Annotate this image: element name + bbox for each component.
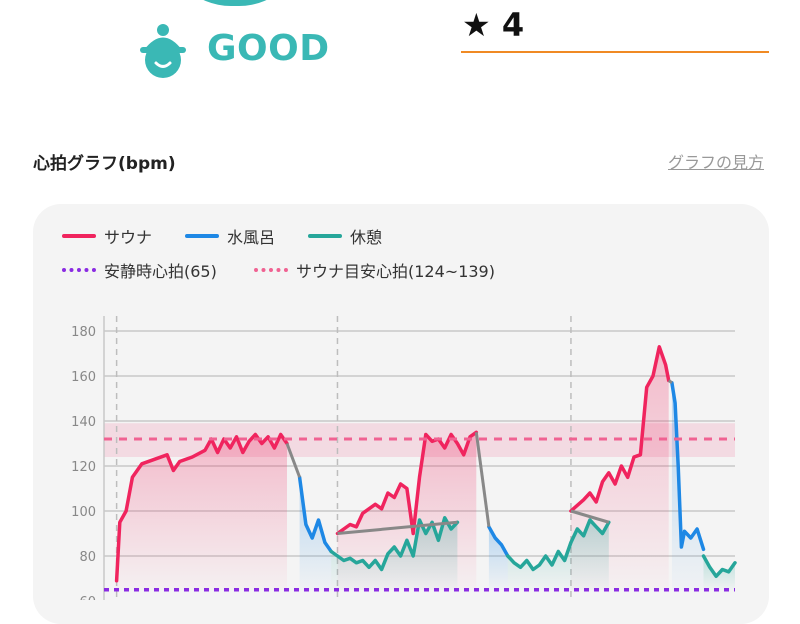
- y-tick-label-100: 100: [71, 505, 96, 520]
- sauna-swatch: [62, 234, 96, 238]
- series-line-1-0: [297, 475, 333, 554]
- good-mood-icon: [132, 20, 194, 82]
- transition-connector-4: [337, 520, 458, 535]
- transition-connector-2: [474, 432, 491, 527]
- legend-item-water: 水風呂: [185, 224, 275, 248]
- graph-guide-link[interactable]: グラフの見方: [668, 153, 765, 172]
- legend-item-target: サウナ目安心拍(124~139): [254, 258, 495, 282]
- series-line-2-2: [701, 554, 737, 579]
- series-area-0-0: [116, 434, 287, 590]
- y-tick-label-140: 140: [71, 415, 96, 430]
- series-line-0-0: [114, 432, 289, 583]
- series-line-0-2: [569, 345, 671, 513]
- transition-connector-5: [570, 509, 610, 524]
- legend-item-resting: 安静時心拍(65): [62, 258, 217, 282]
- rating-underline: [461, 51, 769, 53]
- transition-connector-3: [667, 379, 673, 384]
- top-mood-arc: [165, 0, 305, 6]
- legend-label-resting: 安静時心拍(65): [104, 262, 217, 281]
- legend-item-rest: 休憩: [308, 224, 382, 248]
- section-title: 心拍グラフ(bpm): [33, 154, 176, 174]
- series-area-2-0: [331, 517, 458, 590]
- water-swatch: [185, 234, 219, 238]
- transition-connector-1: [285, 442, 302, 478]
- target-swatch: [254, 268, 288, 272]
- heart-rate-chart: 60 80 100 120 140 160 180: [71, 316, 737, 600]
- rest-swatch: [308, 234, 342, 238]
- y-tick-label-80: 80: [79, 550, 96, 565]
- mood-label: GOOD: [207, 28, 330, 69]
- y-tick-label-160: 160: [71, 370, 96, 385]
- series-line-1-1: [487, 525, 510, 558]
- legend-label-water: 水風呂: [227, 228, 276, 247]
- series-area-2-2: [703, 556, 735, 590]
- y-tick-label-180: 180: [71, 325, 96, 340]
- legend-item-sauna: サウナ: [62, 224, 152, 248]
- legend-label-sauna: サウナ: [104, 228, 153, 247]
- resting-swatch: [62, 268, 96, 272]
- series-line-2-0: [329, 516, 460, 572]
- rating-value: 4: [501, 6, 525, 44]
- rating: ★ 4: [462, 6, 524, 44]
- y-tick-label-60: 60: [79, 595, 96, 600]
- legend-label-target: サウナ目安心拍(124~139): [296, 262, 495, 281]
- y-tick-label-120: 120: [71, 460, 96, 475]
- series-line-2-1: [506, 518, 611, 572]
- star-icon: ★: [462, 6, 491, 44]
- legend-label-rest: 休憩: [350, 228, 383, 247]
- series-line-1-2: [670, 381, 706, 552]
- series-area-1-1: [488, 526, 508, 590]
